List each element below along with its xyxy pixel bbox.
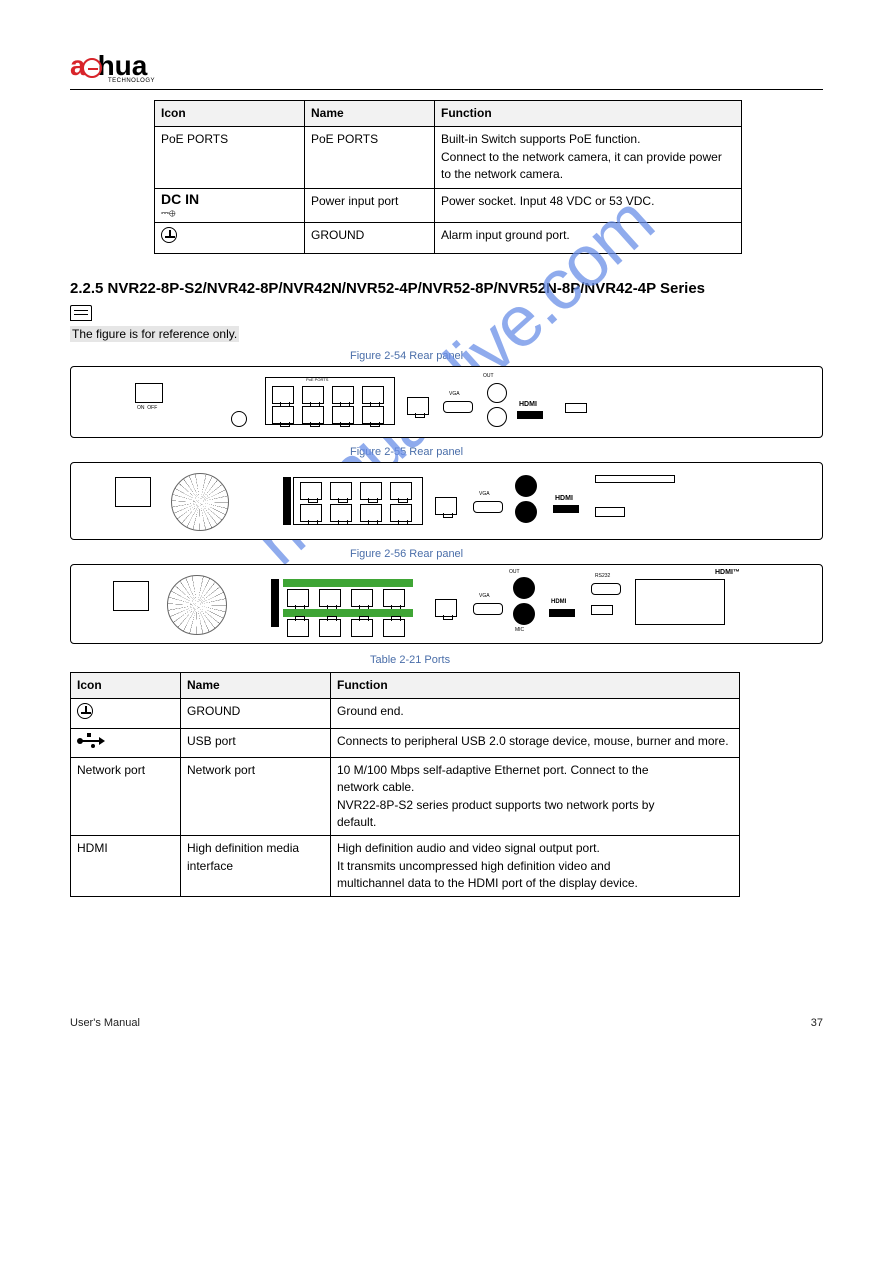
table-row: Network port Network port 10 M/100 Mbps …	[71, 757, 740, 836]
dc-in-icon: DC IN⎓⊕	[161, 193, 298, 219]
rear-panel-diagram-3: VGA OUT MIC HDMI RS232 HDMI™	[70, 564, 823, 644]
note-text: The figure is for reference only.	[70, 326, 239, 342]
th-icon: Icon	[71, 672, 181, 698]
th-icon: Icon	[155, 101, 305, 127]
th-name: Name	[305, 101, 435, 127]
table-row: USB port Connects to peripheral USB 2.0 …	[71, 729, 740, 757]
table2-caption: Table 2-21 Ports	[370, 654, 823, 666]
th-func: Function	[331, 672, 740, 698]
table-row: GROUND Alarm input ground port.	[155, 223, 742, 253]
cell-func: 10 M/100 Mbps self-adaptive Ethernet por…	[331, 757, 740, 836]
cell-icon: Network port	[71, 757, 181, 836]
logo-subtext: TECHNOLOGY	[108, 78, 155, 84]
figure-caption-1: Figure 2-54 Rear panel	[350, 350, 823, 362]
cell-icon: DC IN⎓⊕	[155, 188, 305, 223]
section-heading: 2.2.5 NVR22-8P-S2/NVR42-8P/NVR42N/NVR52-…	[70, 280, 823, 297]
cell-name: PoE PORTS	[305, 127, 435, 188]
footer-right: 37	[811, 1017, 823, 1029]
note-icon	[70, 305, 92, 321]
cell-name: Network port	[181, 757, 331, 836]
brand-logo: ahua TECHNOLOGY	[70, 50, 155, 84]
figure-caption-3: Figure 2-56 Rear panel	[350, 548, 823, 560]
table-row: PoE PORTS PoE PORTS Built-in Switch supp…	[155, 127, 742, 188]
cell-icon: HDMI	[71, 836, 181, 897]
cell-func: Connects to peripheral USB 2.0 storage d…	[331, 729, 740, 757]
cell-name: High definition media interface	[181, 836, 331, 897]
ground-icon	[77, 703, 93, 719]
logo-circle-icon	[82, 58, 102, 78]
cell-name: GROUND	[181, 698, 331, 728]
cell-name: USB port	[181, 729, 331, 757]
table-header-row: Icon Name Function	[155, 101, 742, 127]
figure-caption-2: Figure 2-55 Rear panel	[350, 446, 823, 458]
ground-icon	[161, 227, 177, 243]
cell-icon: PoE PORTS	[155, 127, 305, 188]
table-row: HDMI High definition media interface Hig…	[71, 836, 740, 897]
cell-name: GROUND	[305, 223, 435, 253]
rear-panel-diagram-2: VGA HDMI	[70, 462, 823, 540]
table-row: DC IN⎓⊕ Power input port Power socket. I…	[155, 188, 742, 223]
footer-left: User's Manual	[70, 1017, 140, 1029]
cell-func: Power socket. Input 48 VDC or 53 VDC.	[435, 188, 742, 223]
cell-icon	[71, 698, 181, 728]
header-bar: ahua TECHNOLOGY	[70, 50, 823, 90]
cell-name: Power input port	[305, 188, 435, 223]
cell-func: High definition audio and video signal o…	[331, 836, 740, 897]
cell-icon	[71, 729, 181, 757]
ports-table-1: Icon Name Function PoE PORTS PoE PORTS B…	[154, 100, 742, 254]
rear-panel-diagram-1: ON OFF PoE PORTS VGA OUT HDMI	[70, 366, 823, 438]
note-block: The figure is for reference only.	[70, 305, 823, 342]
cell-func: Built-in Switch supports PoE function. C…	[435, 127, 742, 188]
dc-in-label: DC IN	[161, 191, 199, 207]
ports-table-2: Icon Name Function GROUND Ground end. US…	[70, 672, 740, 898]
usb-icon	[77, 733, 105, 747]
poe-ports-text: PoE PORTS	[161, 132, 228, 146]
cell-func: Ground end.	[331, 698, 740, 728]
cell-icon	[155, 223, 305, 253]
th-func: Function	[435, 101, 742, 127]
th-name: Name	[181, 672, 331, 698]
cell-func: Alarm input ground port.	[435, 223, 742, 253]
table-header-row: Icon Name Function	[71, 672, 740, 698]
table-row: GROUND Ground end.	[71, 698, 740, 728]
page-footer: User's Manual 37	[70, 1017, 823, 1029]
